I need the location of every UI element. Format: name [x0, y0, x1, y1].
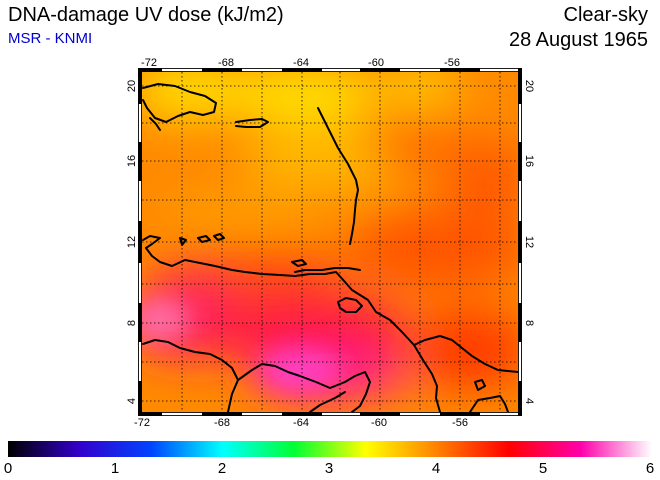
colorbar-label-0: 0	[3, 460, 13, 477]
lon-label-top-56: -56	[444, 57, 460, 69]
lon-label-top-72: -72	[141, 57, 157, 69]
colorbar-label-6: 6	[645, 460, 655, 477]
sky-condition: Clear-sky	[563, 4, 648, 26]
lat-label-right-4: 4	[523, 398, 535, 404]
source-label: MSR - KNMI	[8, 30, 93, 47]
graticule	[142, 72, 518, 412]
lat-label-left-20: 20	[126, 80, 138, 92]
lon-label-top-60: -60	[368, 57, 384, 69]
lat-label-left-16: 16	[126, 155, 138, 167]
lon-label-bottom-60: -60	[371, 417, 387, 429]
lat-label-left-12: 12	[126, 236, 138, 248]
lon-label-top-64: -64	[293, 57, 309, 69]
lat-label-right-12: 12	[523, 236, 535, 248]
colorbar-label-4: 4	[431, 460, 441, 477]
colorbar-label-2: 2	[217, 460, 227, 477]
lat-label-right-20: 20	[523, 80, 535, 92]
lat-label-left-8: 8	[126, 320, 138, 326]
lat-label-left-4: 4	[126, 398, 138, 404]
lon-label-bottom-72: -72	[134, 417, 150, 429]
colorbar	[8, 441, 652, 457]
uv-dose-map: -72 -68 -64 -60 -56 -72 -68 -64 -60 -56 …	[126, 57, 535, 429]
frame-ticks	[138, 68, 522, 416]
colorbar-label-1: 1	[110, 460, 120, 477]
lon-label-bottom-64: -64	[293, 417, 309, 429]
lat-label-right-8: 8	[523, 320, 535, 326]
colorbar-label-3: 3	[324, 460, 334, 477]
lon-label-bottom-68: -68	[214, 417, 230, 429]
coastlines	[142, 83, 519, 413]
lon-label-bottom-56: -56	[452, 417, 468, 429]
colorbar-label-5: 5	[538, 460, 548, 477]
lat-label-right-16: 16	[523, 155, 535, 167]
map-title: DNA-damage UV dose (kJ/m2)	[8, 4, 284, 26]
map-date: 28 August 1965	[508, 29, 648, 51]
uv-dose-field	[142, 72, 518, 412]
lon-label-top-68: -68	[218, 57, 234, 69]
